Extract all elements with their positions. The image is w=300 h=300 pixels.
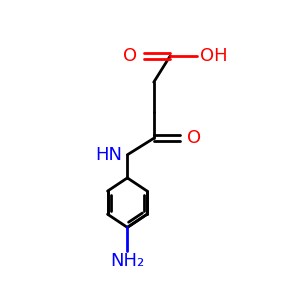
- Text: OH: OH: [200, 47, 228, 65]
- Text: O: O: [187, 129, 201, 147]
- Text: HN: HN: [95, 146, 122, 164]
- Text: NH₂: NH₂: [110, 252, 145, 270]
- Text: O: O: [123, 47, 137, 65]
